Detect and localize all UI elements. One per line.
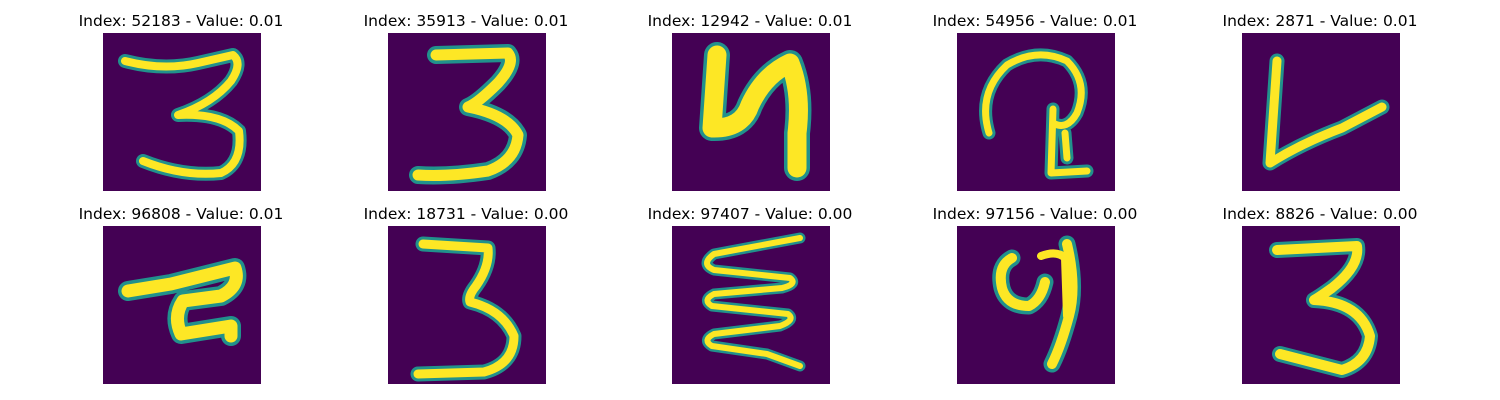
panel-title: Index: 2871 - Value: 0.01: [1222, 12, 1418, 30]
digit-image: [388, 33, 546, 191]
panel-title: Index: 12942 - Value: 0.01: [647, 12, 853, 30]
panel-7: Index: 18731 - Value: 0.00: [336, 204, 596, 384]
panel-10: Index: 8826 - Value: 0.00: [1190, 204, 1450, 384]
digit-image: [388, 226, 546, 384]
digit-image: [103, 226, 261, 384]
digit-image: [1242, 226, 1400, 384]
zigzag-glyph-stroke: [701, 232, 806, 372]
panel-title: Index: 54956 - Value: 0.01: [932, 12, 1138, 30]
digit-image: [103, 33, 261, 191]
digit-image: [1242, 33, 1400, 191]
panel-3: Index: 12942 - Value: 0.01: [620, 11, 880, 191]
digit-3-stroke: [118, 48, 247, 181]
digit-image: [957, 33, 1115, 191]
v-glyph-stroke: [1262, 53, 1390, 171]
panel-2: Index: 35913 - Value: 0.01: [336, 11, 596, 191]
digit-image: [672, 33, 830, 191]
panel-5: Index: 2871 - Value: 0.01: [1190, 11, 1450, 191]
digit-3-stroke: [1269, 238, 1378, 378]
digit-9-stroke: [992, 235, 1082, 373]
panel-title: Index: 35913 - Value: 0.01: [363, 12, 569, 30]
digit-3-stroke: [409, 44, 527, 185]
panel-4: Index: 54956 - Value: 0.01: [905, 11, 1165, 191]
panel-1: Index: 52183 - Value: 0.01: [51, 11, 311, 191]
digit-4-stroke: [699, 42, 812, 181]
panel-title: Index: 97407 - Value: 0.00: [647, 205, 853, 223]
panel-9: Index: 97156 - Value: 0.00: [905, 204, 1165, 384]
panel-title: Index: 18731 - Value: 0.00: [363, 205, 569, 223]
panel-6: Index: 96808 - Value: 0.01: [51, 204, 311, 384]
panel-8: Index: 97407 - Value: 0.00: [620, 204, 880, 384]
digit-image: [957, 226, 1115, 384]
panel-title: Index: 96808 - Value: 0.01: [78, 205, 284, 223]
digit-image: [672, 226, 830, 384]
panel-title: Index: 52183 - Value: 0.01: [78, 12, 284, 30]
blob-glyph-stroke: [118, 258, 247, 346]
panel-title: Index: 8826 - Value: 0.00: [1222, 205, 1418, 223]
loop-glyph-stroke: [979, 48, 1094, 180]
digit-3-stroke: [410, 236, 522, 382]
panel-title: Index: 97156 - Value: 0.00: [932, 205, 1138, 223]
